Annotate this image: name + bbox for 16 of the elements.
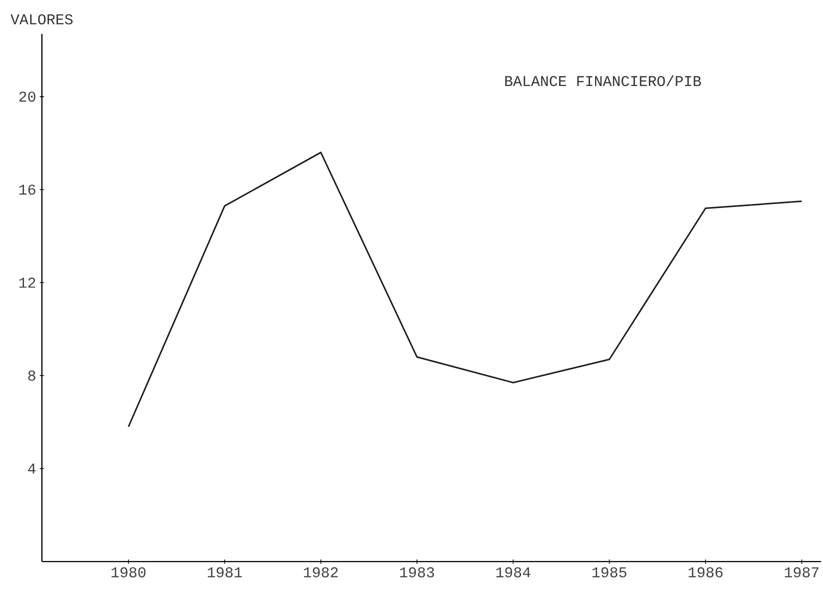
x-tick-label: 1984 bbox=[496, 567, 530, 578]
x-tick-label: 1987 bbox=[784, 567, 818, 578]
x-tick-label: 1986 bbox=[688, 567, 723, 578]
x-tick-label: 1985 bbox=[592, 567, 626, 578]
text: BALANCE FINANCIERO/PIB bbox=[505, 75, 701, 86]
y-tick-label: 20 bbox=[19, 92, 36, 102]
x-tick-label: 1982 bbox=[304, 567, 338, 578]
x-tick-label: 1983 bbox=[400, 567, 434, 578]
x-tick-label: 1980 bbox=[112, 567, 146, 578]
x-tick-label: 1981 bbox=[208, 567, 242, 578]
y-tick-label: 12 bbox=[19, 278, 36, 288]
y-tick-label: 8 bbox=[28, 370, 36, 381]
y-axis-title: VALORES bbox=[10, 14, 73, 25]
y-tick-label: 16 bbox=[19, 184, 36, 195]
line-series bbox=[128, 152, 802, 428]
y-tick-label: 4 bbox=[28, 464, 36, 474]
